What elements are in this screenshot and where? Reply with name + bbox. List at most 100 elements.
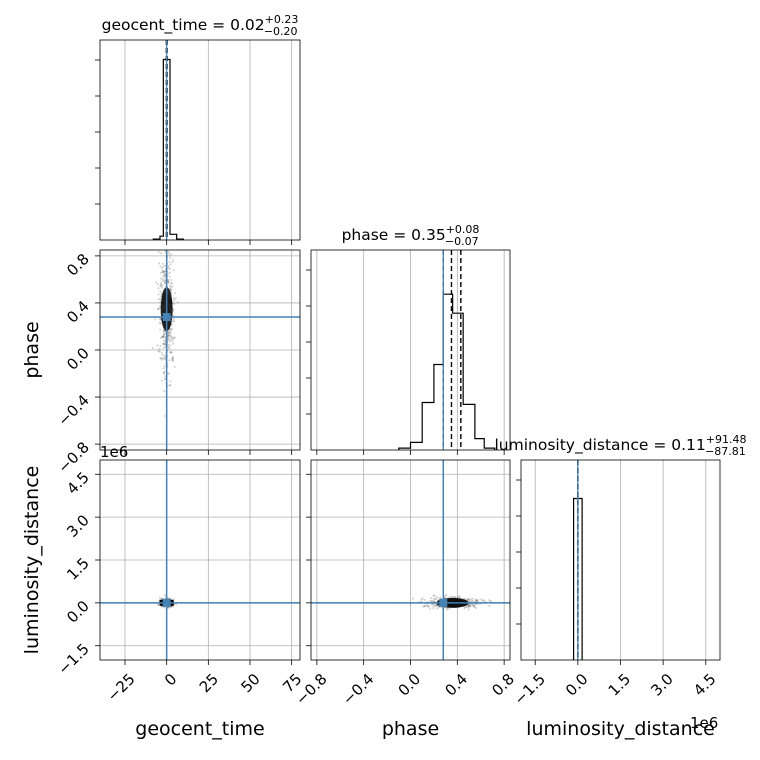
scatter-point	[476, 599, 479, 602]
scatter-point	[168, 330, 171, 333]
y-tick-label: 0.4	[63, 297, 93, 327]
scatter-point	[435, 605, 438, 608]
scatter-point	[169, 288, 172, 291]
scatter-point	[160, 266, 163, 269]
scatter-point	[170, 281, 173, 284]
scatter-point	[162, 342, 165, 345]
scatter-point	[436, 596, 439, 599]
scatter-point	[422, 605, 425, 608]
x-tick-label: −25	[104, 670, 139, 705]
scatter-point	[172, 355, 175, 358]
scatter-point	[481, 599, 484, 602]
scatter-point	[169, 288, 172, 291]
axes-frame	[99, 39, 301, 241]
scatter-point	[169, 286, 172, 289]
scatter-point	[158, 262, 161, 265]
scatter-point	[161, 277, 164, 280]
scatter-point	[168, 334, 171, 337]
scatter-point	[168, 338, 171, 341]
scatter-point	[170, 253, 173, 256]
scatter-point	[167, 264, 170, 267]
scatter-point	[167, 279, 170, 282]
scatter-point	[162, 275, 165, 278]
scatter-point	[170, 335, 173, 338]
scatter-point	[432, 594, 435, 597]
scatter-point	[161, 269, 164, 272]
scatter-point	[172, 269, 175, 272]
scatter-point	[469, 604, 472, 607]
scatter-point	[164, 356, 167, 359]
x-offset-text: 1e6	[690, 714, 718, 732]
scatter-point	[430, 603, 433, 606]
title-value: luminosity_distance = 0.11	[495, 436, 706, 455]
scatter-point	[170, 282, 173, 285]
title-plus-error: +0.08	[446, 223, 480, 236]
scatter-point	[163, 270, 166, 273]
scatter-point	[167, 280, 170, 283]
scatter-point	[467, 598, 470, 601]
scatter-point	[466, 599, 469, 602]
scatter-point	[432, 600, 435, 603]
scatter-point	[170, 338, 173, 341]
scatter-point	[158, 347, 161, 350]
scatter-point	[159, 271, 162, 274]
scatter-point	[161, 336, 164, 339]
scatter-point	[161, 286, 164, 289]
scatter-point	[168, 275, 171, 278]
scatter-point	[161, 357, 164, 360]
scatter-point	[166, 254, 169, 257]
scatter-point	[163, 343, 166, 346]
scatter-point	[169, 344, 172, 347]
scatter-point	[463, 606, 466, 609]
scatter-point	[159, 356, 162, 359]
scatter-point	[163, 242, 165, 244]
scatter-point	[168, 284, 171, 287]
scatter-point	[162, 243, 164, 245]
scatter-point	[472, 597, 475, 600]
scatter-point	[162, 354, 165, 357]
scatter-point	[160, 597, 163, 600]
scatter-point	[167, 331, 170, 334]
scatter-point	[168, 347, 171, 350]
scatter-point	[159, 295, 162, 298]
scatter-point	[488, 599, 491, 602]
scatter-point	[469, 598, 472, 601]
scatter-point	[159, 284, 162, 287]
panel-title-geocent_time: geocent_time = 0.02+0.23 −0.20	[102, 13, 299, 38]
scatter-point	[167, 267, 170, 270]
scatter-point	[168, 372, 171, 375]
scatter-point	[162, 279, 165, 282]
scatter-point	[481, 599, 484, 602]
scatter-point	[162, 335, 165, 338]
scatter-point	[163, 279, 166, 282]
scatter-point	[467, 605, 470, 608]
panel-luminosity_distance-vs-geocent_time: −25 0 25 50 75−1.50.01.53.04.5	[54, 459, 305, 705]
scatter-point	[164, 332, 167, 335]
scatter-point	[157, 307, 160, 310]
panel-title-luminosity_distance: luminosity_distance = 0.11+91.48 −87.81	[495, 433, 747, 458]
scatter-point	[169, 380, 172, 383]
y-tick-label: 0.8	[63, 250, 93, 280]
scatter-point	[169, 336, 172, 339]
scatter-point	[157, 293, 160, 296]
scatter-point	[436, 607, 439, 610]
scatter-point	[158, 322, 161, 325]
scatter-point	[465, 606, 468, 609]
scatter-point	[167, 280, 170, 283]
scatter-point	[160, 337, 163, 340]
x-tick-label: 25	[196, 670, 222, 696]
scatter-point	[169, 244, 171, 246]
scatter-point	[170, 278, 173, 281]
scatter-point	[159, 290, 162, 293]
scatter-point	[160, 379, 163, 382]
scatter-point	[171, 357, 174, 360]
scatter-point	[471, 600, 474, 603]
scatter-point	[160, 252, 163, 255]
scatter-point	[163, 281, 166, 284]
scatter-point	[159, 301, 162, 304]
scatter-point	[169, 271, 172, 274]
scatter-point	[434, 603, 437, 606]
scatter-point	[488, 604, 491, 607]
y-tick-label: 0.0	[63, 344, 93, 374]
